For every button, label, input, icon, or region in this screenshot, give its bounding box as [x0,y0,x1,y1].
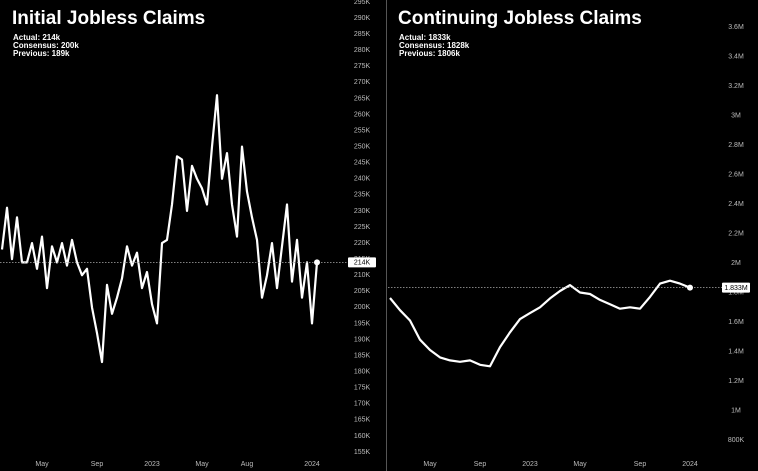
last-value-box [348,257,376,268]
y-tick-label: 1.8M [728,289,744,296]
y-tick-label: 3.4M [728,53,744,60]
y-tick-label: 2.2M [728,230,744,237]
x-tick-label: 2023 [522,461,538,468]
y-tick-label: 155K [354,449,371,456]
y-tick-label: 1.4M [728,348,744,355]
y-tick-label: 260K [354,111,371,118]
y-tick-label: 205K [354,288,371,295]
y-tick-label: 270K [354,79,371,86]
y-tick-label: 255K [354,127,371,134]
annotation: Previous: 189k [13,49,70,58]
x-tick-label: May [35,461,49,468]
y-tick-label: 275K [354,63,371,70]
annotation: Actual: 214k [13,33,61,42]
y-tick-label: 2.8M [728,142,744,149]
chart-title: Continuing Jobless Claims [398,8,642,29]
y-tick-label: 2M [731,260,741,267]
x-tick-label: May [423,461,437,468]
x-tick-label: Sep [91,461,104,468]
y-tick-label: 2.4M [728,201,744,208]
y-tick-label: 175K [354,385,371,392]
y-tick-label: 800K [728,437,745,444]
y-tick-label: 225K [354,224,371,231]
y-tick-label: 170K [354,401,371,408]
line-series [0,94,319,364]
y-tick-label: 280K [354,47,371,54]
y-tick-label: 250K [354,143,371,150]
annotation: Consensus: 1828k [399,41,470,50]
chart-title: Initial Jobless Claims [12,8,205,29]
y-tick-label: 3M [731,112,741,119]
y-tick-label: 220K [354,240,371,247]
y-tick-label: 2.6M [728,171,744,178]
y-tick-label: 230K [354,208,371,215]
x-tick-label: Sep [634,461,647,468]
x-tick-label: 2023 [144,461,160,468]
annotation: Actual: 1833k [399,33,451,42]
y-tick-label: 285K [354,31,371,38]
y-tick-label: 290K [354,15,371,22]
y-tick-label: 1M [731,407,741,414]
x-tick-label: 2024 [304,461,320,468]
y-tick-label: 160K [354,433,371,440]
x-tick-label: Sep [474,461,487,468]
y-tick-label: 295K [354,0,371,6]
y-tick-label: 245K [354,160,371,167]
last-value-box [722,282,750,293]
annotation: Consensus: 200k [13,41,79,50]
x-tick-label: Aug [241,461,254,468]
y-tick-label: 165K [354,417,371,424]
y-tick-label: 210K [354,272,371,279]
y-tick-label: 1.6M [728,319,744,326]
y-tick-label: 195K [354,320,371,327]
y-tick-label: 1.2M [728,378,744,385]
y-tick-label: 240K [354,176,371,183]
y-tick-label: 190K [354,336,371,343]
x-tick-label: May [195,461,209,468]
y-tick-label: 265K [354,95,371,102]
x-tick-label: May [573,461,587,468]
y-tick-label: 235K [354,192,371,199]
last-value-label: 1.833M [724,285,748,292]
last-point [314,259,320,266]
y-tick-label: 185K [354,352,371,359]
last-point [687,284,693,291]
y-tick-label: 3.6M [728,24,744,31]
last-value-label: 214K [354,260,371,267]
annotation: Previous: 1806k [399,49,460,58]
line-series [389,279,691,368]
y-tick-label: 200K [354,304,371,311]
x-tick-label: 2024 [682,461,698,468]
y-tick-label: 180K [354,368,371,375]
y-tick-label: 3.2M [728,83,744,90]
